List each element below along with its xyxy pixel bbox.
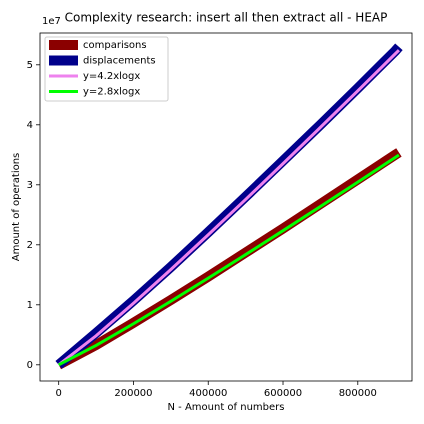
legend-box	[44, 36, 169, 102]
chart-title: Complexity research: insert all then ext…	[65, 11, 388, 25]
legend-label: displacements	[83, 56, 156, 67]
y-tick-label: 3	[27, 180, 33, 191]
y-tick-label: 0	[27, 360, 33, 371]
plot-frame	[39, 32, 413, 382]
x-tick-label: 200000	[114, 388, 152, 399]
x-tick-label: 400000	[189, 388, 227, 399]
series-line	[57, 49, 400, 366]
x-tick-label: 0	[56, 388, 62, 399]
y-tick-label: 2	[27, 240, 33, 251]
legend-label: comparisons	[83, 40, 147, 51]
series-line	[58, 153, 400, 367]
y-tick-label: 5	[27, 60, 33, 71]
series-line	[55, 43, 403, 369]
y-tick-label: 1	[27, 300, 33, 311]
x-axis-label: N - Amount of numbers	[168, 402, 285, 413]
x-tick-label: 600000	[264, 388, 302, 399]
y-axis-label: Amount of operations	[11, 153, 22, 262]
legend-label: y=4.2xlogx	[83, 71, 140, 82]
y-tick-label: 4	[27, 120, 33, 131]
y-offset-label: 1e7	[42, 16, 61, 27]
legend-label: y=2.8xlogx	[83, 87, 140, 98]
x-tick-label: 800000	[339, 388, 377, 399]
